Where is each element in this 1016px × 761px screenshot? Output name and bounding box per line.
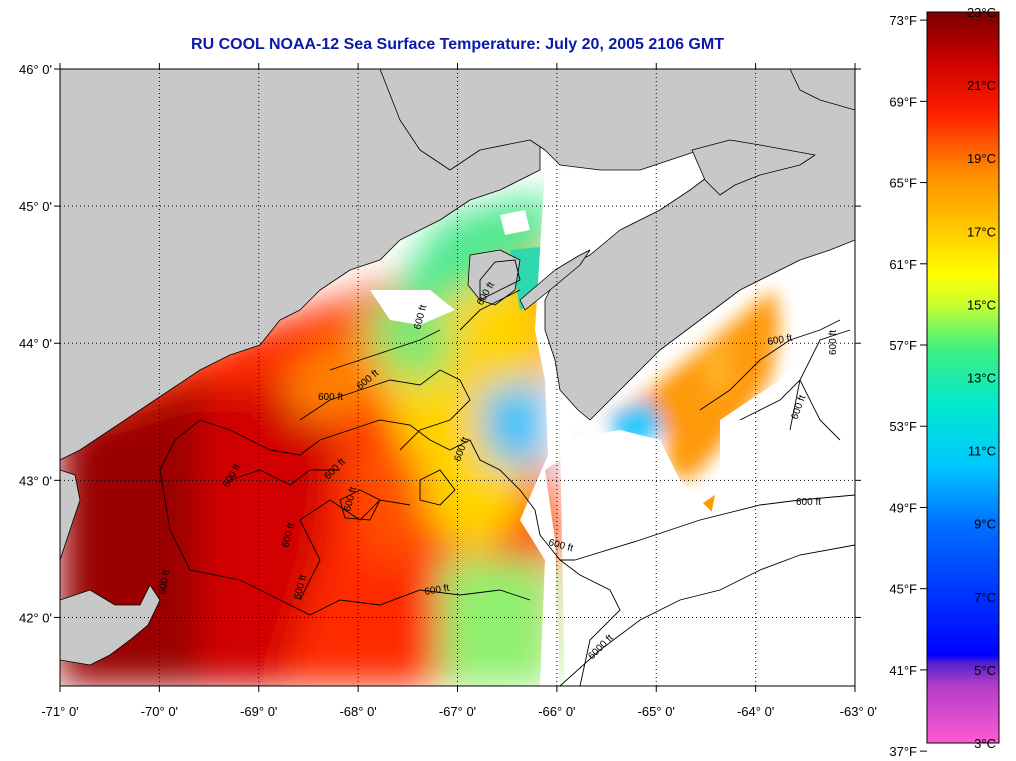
colorbar-f-label: 53°F	[889, 419, 917, 434]
colorbar-f-label: 37°F	[889, 744, 917, 759]
colorbar-f-label: 61°F	[889, 257, 917, 272]
colorbar-c-label: 11°C	[968, 444, 996, 459]
lon-label: -64° 0'	[737, 704, 774, 719]
colorbar-c-label: 15°C	[967, 297, 996, 312]
colorbar-f-label: 73°F	[889, 13, 917, 28]
lon-label: -66° 0'	[538, 704, 575, 719]
fahrenheit-labels: 73°F 69°F 65°F 61°F 57°F 53°F 49°F 45°F 41°F 37°F	[889, 13, 927, 759]
colorbar-c-label: 3°C	[974, 736, 996, 751]
land-masses	[60, 69, 855, 666]
lat-label: 43° 0'	[19, 473, 52, 488]
colorbar-c-label: 23°C	[967, 5, 996, 20]
colorbar-f-label: 65°F	[889, 176, 917, 191]
latitude-labels: 46° 0' 45° 0' 44° 0' 43° 0' 42° 0'	[19, 62, 52, 625]
celsius-labels: 23°C 21°C 19°C 17°C 15°C 13°C 11°C 9°C 7°C 5°C 3°C	[967, 5, 996, 751]
colorbar-f-label: 49°F	[889, 500, 917, 515]
graticule	[60, 69, 855, 686]
contour-label: 600 ft	[424, 583, 451, 598]
colorbar-c-label: 13°C	[967, 371, 996, 386]
colorbar-c-label: 9°C	[974, 517, 996, 532]
lat-label: 42° 0'	[19, 610, 52, 625]
contour-label: 600 ft	[318, 392, 343, 403]
colorbar-f-label: 57°F	[889, 338, 917, 353]
colorbar-f-label: 45°F	[889, 582, 917, 597]
colorbar-c-label: 21°C	[967, 78, 996, 93]
contour-label: 600 ft	[157, 569, 172, 596]
lon-label: -71° 0'	[41, 704, 78, 719]
map-title: RU COOL NOAA-12 Sea Surface Temperature:…	[191, 36, 724, 53]
colorbar-f-label: 69°F	[889, 94, 917, 109]
colorbar-gradient	[926, 11, 1000, 744]
lon-label: -70° 0'	[141, 704, 178, 719]
colorbar-f-label: 41°F	[889, 663, 917, 678]
contour-label: 600 ft	[796, 497, 821, 508]
lat-label: 44° 0'	[19, 336, 52, 351]
lon-label: -69° 0'	[240, 704, 277, 719]
colorbar-c-label: 7°C	[974, 590, 996, 605]
colorbar-c-label: 17°C	[967, 224, 996, 239]
lon-label: -67° 0'	[439, 704, 476, 719]
lon-label: -63° 0'	[840, 704, 877, 719]
longitude-labels: -71° 0' -70° 0' -69° 0' -68° 0' -67° 0' -66° …	[41, 704, 877, 719]
colorbar: 73°F 69°F 65°F 61°F 57°F 53°F 49°F 45°F 41°F 37°F…	[889, 5, 1000, 759]
colorbar-c-label: 5°C	[974, 663, 996, 678]
contour-label: 600 ft	[767, 333, 794, 348]
sst-field	[60, 69, 855, 686]
lat-label: 45° 0'	[19, 199, 52, 214]
bathymetry-contours	[159, 259, 855, 686]
contour-label: 600 ft	[828, 330, 839, 355]
colorbar-c-label: 19°C	[967, 151, 996, 166]
lat-label: 46° 0'	[19, 62, 52, 77]
axis-ticks	[54, 63, 861, 692]
lon-label: -68° 0'	[339, 704, 376, 719]
lon-label: -65° 0'	[638, 704, 675, 719]
